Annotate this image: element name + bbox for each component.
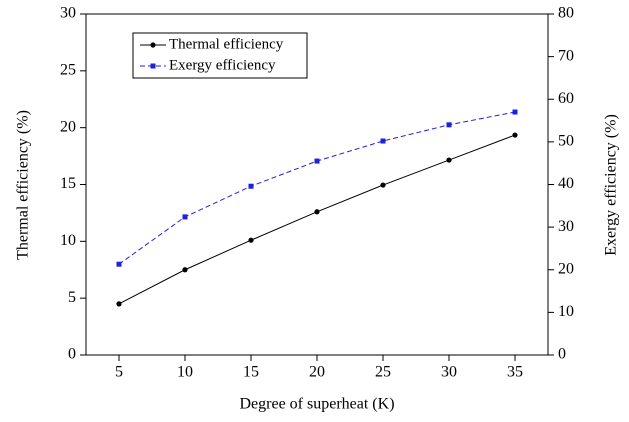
legend-label: Thermal efficiency	[169, 36, 284, 52]
y2-tick-label: 30	[558, 218, 574, 235]
marker	[116, 301, 122, 307]
legend-label: Exergy efficiency	[169, 57, 276, 73]
y-tick-label: 10	[60, 232, 76, 249]
marker	[314, 209, 320, 215]
x-tick-label: 5	[115, 364, 123, 381]
marker	[380, 182, 386, 188]
y-tick-label: 20	[60, 118, 76, 135]
y2-tick-label: 0	[558, 346, 566, 363]
marker	[314, 158, 320, 164]
marker	[182, 267, 188, 273]
series-line	[118, 111, 516, 265]
legend-box	[132, 32, 308, 79]
y2-tick-label: 40	[558, 175, 574, 192]
marker	[248, 237, 254, 243]
y-axis-label: Thermal efficiency (%)	[15, 110, 32, 260]
marker	[446, 157, 452, 163]
y2-tick-label: 50	[558, 133, 574, 150]
y-tick-label: 15	[60, 175, 76, 192]
y2-tick-label: 60	[558, 90, 574, 107]
x-tick-label: 30	[441, 364, 457, 381]
x-tick-label: 25	[375, 364, 391, 381]
y2-axis-label: Exergy efficiency (%)	[603, 114, 620, 256]
y2-tick-label: 20	[558, 260, 574, 277]
marker	[446, 122, 452, 128]
marker	[512, 132, 518, 138]
y2-tick-label: 10	[558, 303, 574, 320]
y2-tick-label: 80	[558, 5, 574, 22]
legend-marker	[150, 63, 156, 69]
marker	[182, 214, 188, 220]
x-tick-label: 20	[309, 364, 325, 381]
legend-marker	[150, 42, 156, 48]
y-tick-label: 0	[68, 346, 76, 363]
marker	[380, 138, 386, 144]
y2-tick-label: 70	[558, 47, 574, 64]
y-tick-label: 5	[68, 289, 76, 306]
y-tick-label: 25	[60, 62, 76, 79]
x-tick-label: 15	[243, 364, 259, 381]
y-tick-label: 30	[60, 5, 76, 22]
marker	[512, 109, 518, 115]
marker	[248, 183, 254, 189]
x-axis-label: Degree of superheat (K)	[239, 396, 394, 413]
x-tick-label: 10	[177, 364, 193, 381]
marker	[116, 261, 122, 267]
x-tick-label: 35	[507, 364, 523, 381]
